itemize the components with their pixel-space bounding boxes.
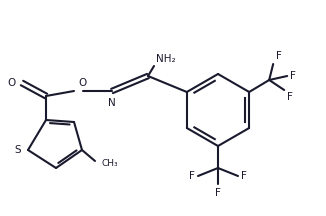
Text: F: F: [287, 92, 293, 102]
Text: F: F: [215, 188, 221, 198]
Text: O: O: [78, 78, 86, 88]
Text: N: N: [108, 98, 116, 108]
Text: CH₃: CH₃: [101, 159, 118, 168]
Text: F: F: [290, 71, 296, 81]
Text: NH₂: NH₂: [156, 54, 176, 64]
Text: O: O: [8, 78, 16, 88]
Text: F: F: [189, 171, 195, 181]
Text: F: F: [276, 51, 282, 61]
Text: F: F: [241, 171, 247, 181]
Text: S: S: [14, 145, 21, 155]
